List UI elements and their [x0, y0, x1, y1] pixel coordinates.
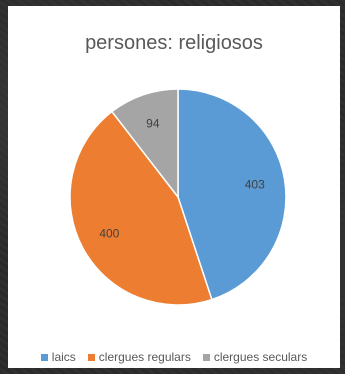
chart-card: persones: religiosos 403 400 94 laics cler…: [8, 6, 340, 368]
pie-slice-clergues-regulars: [69, 110, 213, 306]
legend-item-clergues-seculars: clergues seculars: [202, 350, 308, 364]
data-label-laics: 403: [245, 178, 265, 192]
legend-item-laics: laics: [40, 350, 76, 364]
chart-title: persones: religiosos: [85, 32, 263, 54]
pie-slices: [69, 88, 287, 306]
legend-label-clergues-seculars: clergues seculars: [213, 350, 308, 364]
chart-legend: laics clergues regulars clergues secular…: [8, 350, 340, 364]
data-label-clergues-seculars: 94: [146, 116, 160, 130]
legend-label-laics: laics: [51, 350, 76, 364]
legend-label-clergues-regulars: clergues regulars: [98, 350, 191, 364]
pie-slice-laics: [177, 88, 287, 301]
pie-chart: 403 400 94: [69, 88, 287, 306]
legend-swatch-clergues-seculars: [202, 353, 210, 361]
data-label-clergues-regulars: 400: [99, 226, 119, 240]
legend-swatch-clergues-regulars: [87, 353, 95, 361]
legend-item-clergues-regulars: clergues regulars: [87, 350, 191, 364]
legend-swatch-laics: [40, 353, 48, 361]
pie-slice-clergues-seculars: [110, 88, 179, 200]
pie-labels: 403 400 94: [99, 116, 265, 240]
